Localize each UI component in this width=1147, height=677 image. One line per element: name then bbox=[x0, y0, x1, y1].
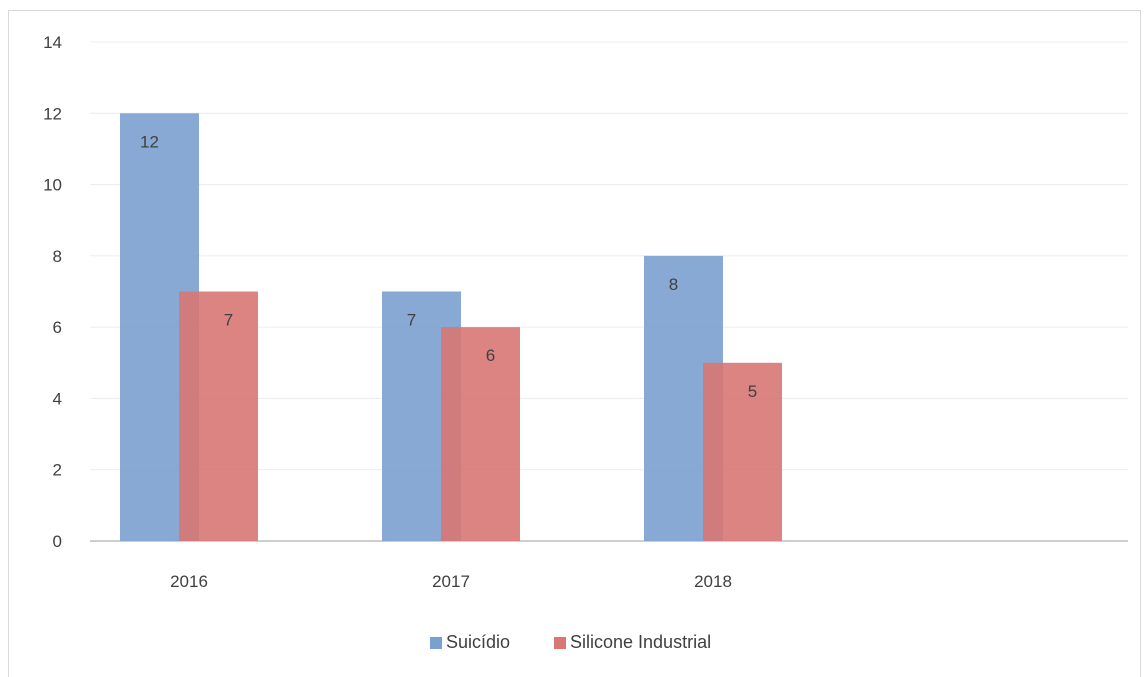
bar-silicone-industrial-2017 bbox=[441, 327, 520, 541]
legend-swatch bbox=[554, 637, 566, 649]
bars bbox=[120, 113, 782, 542]
y-tick-label: 6 bbox=[53, 318, 62, 337]
legend: Suicídio Silicone Industrial bbox=[430, 632, 711, 652]
x-tick-label: 2016 bbox=[170, 572, 208, 591]
bar-silicone-industrial-2018 bbox=[703, 362, 782, 541]
data-label: 6 bbox=[486, 346, 495, 365]
x-tick-label: 2018 bbox=[694, 572, 732, 591]
data-labels: 12 7 7 6 8 5 bbox=[140, 132, 757, 401]
x-tick-label: 2017 bbox=[432, 572, 470, 591]
data-label: 7 bbox=[407, 311, 416, 330]
bar-silicone-industrial-2016 bbox=[179, 291, 258, 541]
gridlines bbox=[90, 41, 1128, 542]
legend-swatch bbox=[430, 637, 442, 649]
legend-label: Suicídio bbox=[446, 632, 510, 652]
data-label: 8 bbox=[669, 275, 678, 294]
y-tick-label: 10 bbox=[43, 176, 62, 195]
y-tick-label: 14 bbox=[43, 33, 62, 52]
legend-label: Silicone Industrial bbox=[570, 632, 711, 652]
data-label: 5 bbox=[748, 382, 757, 401]
x-axis-tick-labels: 2016 2017 2018 bbox=[170, 572, 732, 591]
data-label: 12 bbox=[140, 132, 159, 151]
y-tick-label: 4 bbox=[53, 389, 62, 408]
y-tick-label: 0 bbox=[53, 532, 62, 551]
data-label: 7 bbox=[224, 311, 233, 330]
y-tick-label: 2 bbox=[53, 461, 62, 480]
y-axis-tick-labels: 0 2 4 6 8 10 12 14 bbox=[43, 33, 62, 551]
y-tick-label: 12 bbox=[43, 104, 62, 123]
y-tick-label: 8 bbox=[53, 247, 62, 266]
